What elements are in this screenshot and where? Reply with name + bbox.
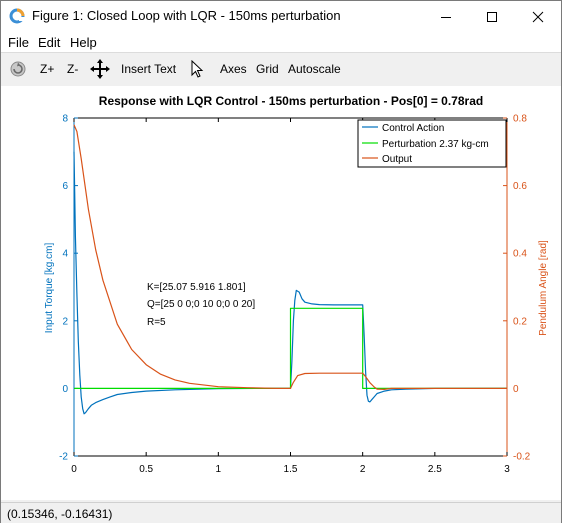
zoom-in-button[interactable]: Z+ — [40, 62, 55, 76]
maximize-icon — [487, 11, 497, 22]
menu-edit[interactable]: Edit — [38, 35, 61, 50]
rotate-icon[interactable] — [9, 60, 27, 78]
pointer-icon[interactable] — [190, 60, 204, 79]
window-title: Figure 1: Closed Loop with LQR - 150ms p… — [32, 8, 341, 23]
left-tick-label: 2 — [62, 316, 68, 327]
x-tick-label: 0 — [71, 464, 77, 475]
series-perturbation — [74, 307, 507, 389]
left-tick-label: 6 — [62, 181, 68, 192]
close-icon — [532, 11, 544, 22]
right-tick-label: 0.2 — [513, 316, 527, 327]
legend-label-output: Output — [382, 154, 412, 165]
annotation-line-r: R=5 — [147, 317, 166, 328]
series-control-action — [73, 151, 507, 415]
left-tick-label: 4 — [62, 249, 68, 260]
grid-button[interactable]: Grid — [256, 62, 279, 76]
left-tick-label: -2 — [59, 452, 68, 463]
left-axis-label: Input Torque [kg.cm] — [44, 243, 55, 334]
axes-button[interactable]: Axes — [220, 62, 247, 76]
menu-bar: File Edit Help — [1, 32, 561, 52]
app-icon — [9, 8, 25, 24]
right-tick-label: -0.2 — [513, 452, 531, 463]
x-tick-label: 2 — [360, 464, 366, 475]
right-tick-label: 0.4 — [513, 249, 527, 260]
plot-area[interactable]: Response with LQR Control - 150ms pertur… — [1, 86, 561, 500]
x-tick-label: 0.5 — [139, 464, 153, 475]
menu-help[interactable]: Help — [70, 35, 97, 50]
x-tick-label: 3 — [504, 464, 510, 475]
legend-label-control: Control Action — [382, 123, 444, 134]
title-bar: Figure 1: Closed Loop with LQR - 150ms p… — [1, 1, 561, 32]
menu-file[interactable]: File — [8, 35, 29, 50]
right-axis-label: Pendulum Angle [rad] — [538, 240, 549, 336]
insert-text-button[interactable]: Insert Text — [121, 62, 177, 76]
cursor-coordinates: (0.15346, -0.16431) — [7, 507, 113, 521]
x-tick-label: 2.5 — [428, 464, 442, 475]
legend-label-perturbation: Perturbation 2.37 kg-cm — [382, 139, 489, 150]
autoscale-button[interactable]: Autoscale — [288, 62, 341, 76]
status-bar: (0.15346, -0.16431) — [1, 502, 561, 523]
minimize-icon — [441, 16, 451, 18]
left-tick-label: 8 — [62, 114, 68, 125]
minimize-button[interactable] — [423, 1, 469, 32]
annotation-line-k: K=[25.07 5.916 1.801] — [147, 282, 246, 293]
x-tick-label: 1 — [216, 464, 222, 475]
figure-canvas: Response with LQR Control - 150ms pertur… — [1, 86, 561, 500]
chart-title: Response with LQR Control - 150ms pertur… — [99, 94, 483, 108]
right-tick-label: 0 — [513, 384, 519, 395]
maximize-button[interactable] — [469, 1, 515, 32]
right-tick-label: 0.6 — [513, 181, 527, 192]
close-button[interactable] — [515, 1, 561, 32]
legend: Control Action Perturbation 2.37 kg-cm O… — [357, 119, 507, 168]
right-tick-label: 0.8 — [513, 114, 527, 125]
zoom-out-button[interactable]: Z- — [67, 62, 79, 76]
x-tick-label: 1.5 — [284, 464, 298, 475]
pan-icon[interactable] — [90, 59, 110, 79]
toolbar: Z+ Z- Insert Text Axes Grid Autoscale — [1, 52, 561, 87]
left-tick-label: 0 — [62, 384, 68, 395]
series-output — [73, 124, 507, 390]
annotation-line-q: Q=[25 0 0;0 10 0;0 0 20] — [147, 299, 255, 310]
